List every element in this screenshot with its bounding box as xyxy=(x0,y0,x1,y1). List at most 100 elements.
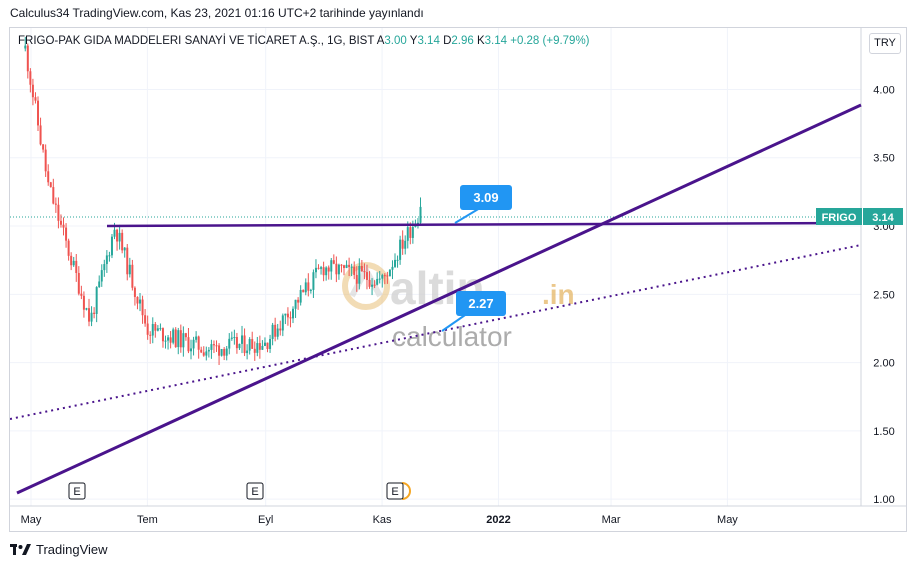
candle-body xyxy=(24,45,27,49)
candle-body xyxy=(383,275,386,277)
candle-body xyxy=(177,330,180,348)
price-tag-value: 3.14 xyxy=(872,212,894,224)
candle-body xyxy=(246,350,249,354)
candle-body xyxy=(133,287,136,297)
symbol-name: FRIGO-PAK GIDA MADDELERI SANAYİ VE TİCAR… xyxy=(18,35,375,47)
candle-body xyxy=(271,324,274,339)
open-label: A xyxy=(376,35,385,47)
candle-body xyxy=(149,334,152,336)
candle-body xyxy=(322,267,325,276)
price-tick-label: 1.00 xyxy=(873,494,894,506)
candle-body xyxy=(309,289,312,291)
candle-body xyxy=(220,349,223,356)
candle-body xyxy=(151,324,154,336)
candle-body xyxy=(241,335,244,344)
footer-logo[interactable]: TradingView xyxy=(10,542,108,557)
rising-trend-line[interactable] xyxy=(16,103,862,495)
candle-body xyxy=(304,282,307,293)
currency-button[interactable]: TRY xyxy=(869,33,901,54)
candle-body xyxy=(399,239,402,260)
candle-body xyxy=(192,339,195,349)
earnings-marker-1[interactable]: E xyxy=(68,482,86,500)
candle-body xyxy=(169,337,172,343)
time-tick-label: May xyxy=(21,514,42,526)
candle-body xyxy=(248,339,251,351)
candle-body xyxy=(103,264,106,271)
candle-body xyxy=(345,264,348,268)
dotted-trend-line[interactable] xyxy=(10,244,862,420)
published-info: Calculus34 TradingView.com, Kas 23, 2021… xyxy=(10,6,424,20)
candle-body xyxy=(212,344,215,346)
candle-body xyxy=(67,240,70,256)
open-value: 3.00 xyxy=(384,35,407,47)
candle-body xyxy=(411,226,414,238)
price-tag-ticker: FRIGO xyxy=(822,212,857,224)
callout-upper[interactable]: 3.09 xyxy=(454,185,512,224)
candle-body xyxy=(54,203,57,205)
candle-body xyxy=(190,348,193,352)
candle-body xyxy=(312,272,315,290)
candle-body xyxy=(93,312,96,314)
candle-body xyxy=(172,329,175,343)
candle-body xyxy=(77,272,80,294)
candle-body xyxy=(182,333,185,348)
candle-body xyxy=(90,312,93,322)
candle-body xyxy=(307,282,310,291)
candle-body xyxy=(409,227,412,238)
candle-body xyxy=(59,220,62,225)
candle-body xyxy=(360,265,363,272)
candle-body xyxy=(317,267,320,269)
candle-body xyxy=(388,269,391,277)
candle-body xyxy=(233,337,236,339)
candle-body xyxy=(378,278,381,280)
candle-body xyxy=(258,343,261,350)
candle-body xyxy=(386,275,389,277)
earnings-marker-2[interactable]: E xyxy=(246,482,264,500)
candle-body xyxy=(368,279,371,287)
candle-body xyxy=(202,352,205,356)
time-tick-label: Tem xyxy=(137,514,158,526)
candle-body xyxy=(325,267,328,276)
candle-body xyxy=(72,260,75,266)
earnings-marker-3[interactable]: E xyxy=(386,482,411,500)
time-tick-label: 2022 xyxy=(486,514,510,526)
candle-body xyxy=(26,45,29,72)
earnings-marker-label: E xyxy=(251,486,258,498)
earnings-marker-label: E xyxy=(73,486,80,498)
candle-body xyxy=(207,349,210,352)
candle-body xyxy=(187,337,190,352)
candle-body xyxy=(146,323,149,335)
candle-body xyxy=(200,349,203,353)
candle-body xyxy=(286,313,289,318)
time-tick-label: Kas xyxy=(373,514,392,526)
candle-body xyxy=(95,287,98,314)
price-tick-label: 1.50 xyxy=(873,426,894,438)
price-axis: 1.001.502.002.503.003.504.00 xyxy=(873,84,894,506)
candle-body xyxy=(184,333,187,338)
candle-body xyxy=(223,349,226,356)
high-value: 3.14 xyxy=(417,35,440,47)
horizontal-resistance-line[interactable] xyxy=(106,221,862,228)
candle-body xyxy=(65,227,68,241)
candle-body xyxy=(29,71,32,85)
candle-body xyxy=(299,289,302,303)
candle-body xyxy=(373,284,376,286)
callout-lower[interactable]: 2.27 xyxy=(441,291,506,332)
candle-body xyxy=(263,342,266,346)
price-chart[interactable]: 1.00 1.50 2.00 2.50 3.00 3.50 4.00 May Tem Eyl Ka… xyxy=(10,28,906,531)
candle-body xyxy=(406,227,409,241)
candle-body xyxy=(348,264,351,268)
candle-body xyxy=(419,206,422,223)
candle-body xyxy=(116,229,119,242)
candle-body xyxy=(337,264,340,275)
candle-body xyxy=(266,342,269,349)
candle-body xyxy=(159,328,162,330)
candle-body xyxy=(167,337,170,341)
candle-body xyxy=(381,275,384,279)
candle-body xyxy=(335,263,338,275)
candle-body xyxy=(292,308,295,319)
candle-body xyxy=(353,266,356,275)
candle-body xyxy=(225,348,228,356)
candle-body xyxy=(47,171,50,183)
candle-body xyxy=(330,260,333,272)
